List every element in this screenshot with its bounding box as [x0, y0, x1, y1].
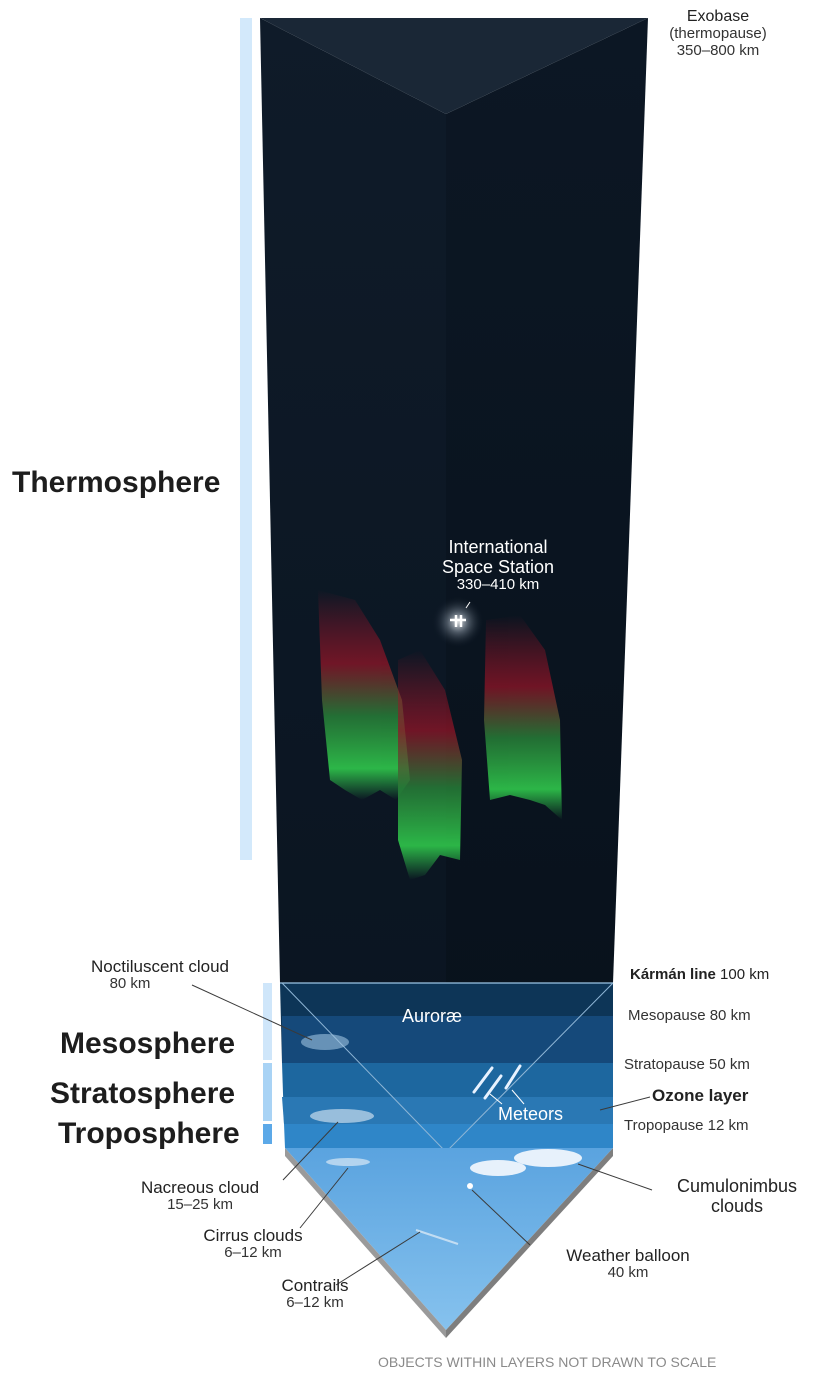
nacreous-leader: [282, 1121, 339, 1181]
meteor: [483, 1074, 503, 1100]
scale-troposphere: [263, 1124, 272, 1144]
iss-icon: [450, 615, 466, 627]
weather-balloon: [467, 1183, 473, 1189]
nacreous-name: Nacreous cloud: [140, 1178, 260, 1197]
cirrus-label: Cirrus clouds 6–12 km: [178, 1226, 328, 1262]
balloon-altitude: 40 km: [607, 1264, 649, 1282]
aurora: [318, 590, 562, 880]
column-top-face: [260, 18, 648, 114]
exobase-name: Exobase: [686, 8, 750, 25]
contrails-leader: [335, 1231, 421, 1286]
footer-note: OBJECTS WITHIN LAYERS NOT DRAWN TO SCALE: [378, 1354, 717, 1370]
exobase-alt-name: (thermopause): [669, 24, 767, 42]
scale-thermosphere: [240, 18, 252, 860]
meteor-leader: [511, 1089, 525, 1105]
cloud-puff: [514, 1149, 582, 1167]
cumulonimbus-cloud: [470, 1149, 582, 1176]
ozone-leader: [599, 1096, 651, 1111]
cumulonimbus-leader: [577, 1163, 653, 1191]
noctilucent-name: Noctiluscent cloud: [91, 957, 229, 976]
contrails-altitude: 6–12 km: [286, 1294, 344, 1312]
meteor: [504, 1064, 522, 1090]
nacreous-label: Nacreous cloud 15–25 km: [112, 1178, 288, 1214]
meteor: [472, 1066, 494, 1094]
cloud-puff: [470, 1160, 526, 1176]
karman-name: Kármán line: [630, 966, 716, 983]
cumulonimbus-line2: clouds: [710, 1196, 764, 1217]
aurora-curtain-mid: [398, 650, 462, 880]
balloon-leader: [471, 1189, 531, 1246]
noctilucent-cloud: [301, 1034, 349, 1050]
ozone-layer-label: Ozone layer: [652, 1086, 749, 1105]
iss: [432, 596, 484, 648]
layer-label-troposphere: Troposphere: [58, 1117, 240, 1150]
meteor-leader: [489, 1093, 503, 1105]
meteors: [472, 1064, 522, 1100]
nacreous-altitude: 15–25 km: [167, 1196, 233, 1214]
nacreous-cloud: [310, 1109, 374, 1123]
troposphere-band: [284, 1124, 613, 1148]
cirrus-name: Cirrus clouds: [203, 1226, 303, 1245]
layer-label-mesosphere: Mesosphere: [60, 1027, 236, 1060]
column-right-face: [446, 18, 648, 1152]
meteors-label: Meteors: [498, 1104, 564, 1124]
iss-label-line2: Space Station: [441, 557, 555, 578]
mesopause-label: Mesopause 80 km: [628, 1007, 751, 1024]
mesosphere-lower-band: [282, 1016, 613, 1063]
thermosphere-column: [260, 18, 648, 1152]
aurora-curtain-right: [484, 615, 562, 820]
noctilucent-label: Noctiluscent cloud 80 km: [42, 957, 278, 993]
exobase-altitude: 350–800 km: [676, 41, 760, 59]
stratopause-label: Stratopause 50 km: [624, 1056, 750, 1073]
objects: [301, 1034, 582, 1245]
karman-altitude: 100 km: [720, 966, 770, 983]
layer-label-thermosphere: Thermosphere: [12, 466, 221, 499]
contrail: [415, 1229, 459, 1245]
exobase-label: Exobase (thermopause) 350–800 km: [663, 8, 773, 60]
contrails-label: Contrails 6–12 km: [260, 1276, 370, 1312]
aurorae-label: Auroræ: [402, 1006, 463, 1026]
scale-mesosphere: [263, 983, 272, 1060]
cumulonimbus-line1: Cumulonimbus: [676, 1176, 798, 1196]
iss-altitude: 330–410 km: [456, 576, 540, 594]
contrails-name: Contrails: [281, 1276, 349, 1295]
column-left-face: [260, 18, 446, 1152]
meteor-leaders: [489, 1089, 525, 1105]
iss-pointer: [465, 601, 471, 609]
cirrus-leader: [299, 1167, 349, 1229]
iss-label-line1: International: [448, 537, 548, 557]
leader-lines: [191, 984, 653, 1286]
iss-glow: [432, 596, 484, 648]
karman-line-label: Kármán line 100 km: [630, 966, 770, 984]
ground-triangle: [285, 1148, 613, 1330]
aurora-curtain-left: [318, 590, 410, 800]
balloon-name: Weather balloon: [566, 1246, 690, 1265]
iss-label: International Space Station 330–410 km: [410, 537, 586, 594]
weather-balloon-label: Weather balloon 40 km: [536, 1246, 720, 1282]
tropopause-label: Tropopause 12 km: [624, 1117, 749, 1134]
scale-stratosphere: [263, 1063, 272, 1121]
cumulonimbus-label: Cumulonimbus clouds: [652, 1176, 822, 1216]
ground-edge-right: [446, 1148, 613, 1338]
layer-label-stratosphere: Stratosphere: [50, 1077, 236, 1110]
noctilucent-altitude: 80 km: [109, 975, 151, 993]
prism-left-edge: [281, 982, 447, 1153]
cirrus-altitude: 6–12 km: [224, 1244, 282, 1262]
cirrus-cloud: [326, 1158, 370, 1166]
noctilucent-leader: [191, 984, 313, 1041]
prism-right-edge: [445, 982, 614, 1153]
ground-edge-left: [285, 1148, 446, 1338]
altitude-scale-bar: [240, 18, 272, 1144]
